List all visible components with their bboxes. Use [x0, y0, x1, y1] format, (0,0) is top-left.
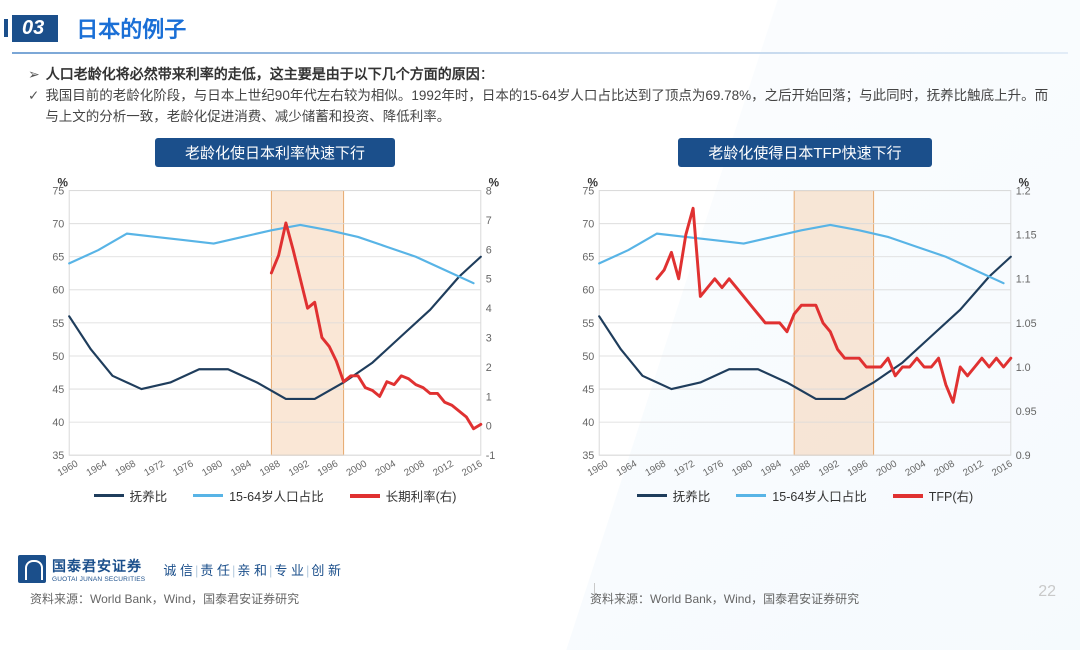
- svg-text:1: 1: [486, 391, 492, 403]
- svg-text:1980: 1980: [730, 458, 755, 479]
- source-left: 资料来源：World Bank，Wind，国泰君安证券研究: [30, 590, 299, 607]
- svg-text:1988: 1988: [788, 458, 813, 479]
- svg-text:50: 50: [52, 350, 64, 362]
- svg-text:2000: 2000: [875, 458, 900, 479]
- svg-text:50: 50: [582, 350, 594, 362]
- company-tagline: 诚 信|责 任|亲 和|专 业|创 新: [163, 560, 341, 579]
- svg-text:%: %: [1019, 176, 1030, 189]
- legend-item: 15-64岁人口占比: [736, 486, 866, 505]
- logo-icon: [18, 555, 46, 583]
- section-number-badge: 03: [12, 15, 58, 42]
- lead-bullet-colon: ：: [480, 66, 494, 82]
- footer: 国泰君安证券 GUOTAI JUNAN SECURITIES 诚 信|责 任|亲…: [18, 555, 341, 583]
- svg-text:2012: 2012: [961, 458, 985, 478]
- svg-text:2004: 2004: [373, 458, 398, 479]
- svg-text:55: 55: [52, 317, 64, 329]
- svg-text:0.9: 0.9: [1016, 450, 1031, 462]
- svg-text:1.15: 1.15: [1016, 229, 1037, 241]
- sub-bullet-text: 我国目前的老龄化阶段，与日本上世纪90年代左右较为相似。1992年时，日本的15…: [45, 86, 1052, 128]
- svg-text:1976: 1976: [701, 458, 726, 479]
- chart-left-title: 老龄化使日本利率快速下行: [155, 138, 395, 167]
- svg-text:1.1: 1.1: [1016, 273, 1031, 285]
- svg-text:1964: 1964: [85, 458, 110, 479]
- legend-item: 15-64岁人口占比: [193, 486, 323, 505]
- lead-bullet-text: 人口老龄化将必然带来利率的走低，这主要是由于以下几个方面的原因: [46, 66, 480, 82]
- svg-text:35: 35: [52, 450, 64, 462]
- svg-text:1.05: 1.05: [1016, 317, 1037, 329]
- company-name-cn: 国泰君安证券: [52, 556, 145, 576]
- svg-text:70: 70: [52, 218, 64, 230]
- bullet-block: ➢ 人口老龄化将必然带来利率的走低，这主要是由于以下几个方面的原因： 我国目前的…: [0, 54, 1080, 132]
- svg-text:2000: 2000: [345, 458, 370, 479]
- company-name-en: GUOTAI JUNAN SECURITIES: [52, 576, 145, 583]
- svg-text:1984: 1984: [759, 458, 784, 479]
- svg-text:1972: 1972: [142, 458, 166, 478]
- svg-text:40: 40: [52, 417, 64, 429]
- svg-text:5: 5: [486, 273, 492, 285]
- legend-item: 抚养比: [637, 486, 711, 505]
- svg-text:2008: 2008: [932, 458, 957, 479]
- sub-bullet: 我国目前的老龄化阶段，与日本上世纪90年代左右较为相似。1992年时，日本的15…: [28, 86, 1052, 128]
- chart-left-svg: 354045505560657075-101234567819601964196…: [30, 171, 520, 485]
- svg-text:1976: 1976: [171, 458, 196, 479]
- svg-text:70: 70: [582, 218, 594, 230]
- svg-text:45: 45: [582, 383, 594, 395]
- svg-text:2: 2: [486, 361, 492, 373]
- svg-text:1968: 1968: [114, 458, 139, 479]
- svg-text:2004: 2004: [903, 458, 928, 479]
- slide-title: 日本的例子: [76, 12, 186, 44]
- svg-text:1992: 1992: [287, 458, 311, 478]
- svg-text:%: %: [489, 176, 500, 189]
- svg-text:1972: 1972: [672, 458, 696, 478]
- svg-text:35: 35: [582, 450, 594, 462]
- svg-text:0.95: 0.95: [1016, 406, 1037, 418]
- svg-text:7: 7: [486, 214, 492, 226]
- chart-right-legend: 抚养比 15-64岁人口占比 TFP(右): [637, 486, 973, 505]
- svg-text:2012: 2012: [431, 458, 455, 478]
- svg-text:2008: 2008: [402, 458, 427, 479]
- svg-text:6: 6: [486, 244, 492, 256]
- legend-item: TFP(右): [893, 486, 973, 505]
- svg-text:60: 60: [582, 284, 594, 296]
- svg-text:1992: 1992: [817, 458, 841, 478]
- svg-text:1980: 1980: [200, 458, 225, 479]
- svg-text:1968: 1968: [644, 458, 669, 479]
- chart-right-container: 老龄化使得日本TFP快速下行 3540455055606570750.90.95…: [560, 138, 1050, 506]
- svg-text:1988: 1988: [258, 458, 283, 479]
- svg-text:1996: 1996: [846, 458, 871, 479]
- slide-header: 03 日本的例子: [0, 0, 1080, 50]
- chart-left-container: 老龄化使日本利率快速下行 354045505560657075-10123456…: [30, 138, 520, 506]
- svg-text:%: %: [587, 176, 598, 189]
- chart-left-legend: 抚养比 15-64岁人口占比 长期利率(右): [94, 486, 457, 505]
- svg-text:4: 4: [486, 303, 492, 315]
- legend-item: 抚养比: [94, 486, 168, 505]
- svg-text:40: 40: [582, 417, 594, 429]
- page-number: 22: [1038, 583, 1056, 601]
- check-icon: [28, 86, 39, 128]
- svg-text:1996: 1996: [316, 458, 341, 479]
- svg-text:0: 0: [486, 420, 492, 432]
- company-logo: 国泰君安证券 GUOTAI JUNAN SECURITIES: [18, 555, 145, 583]
- source-right: 资料来源：World Bank，Wind，国泰君安证券研究: [590, 590, 859, 607]
- svg-text:65: 65: [52, 251, 64, 263]
- svg-text:65: 65: [582, 251, 594, 263]
- svg-text:3: 3: [486, 332, 492, 344]
- svg-text:-1: -1: [486, 450, 496, 462]
- svg-text:%: %: [57, 176, 68, 189]
- svg-text:55: 55: [582, 317, 594, 329]
- legend-item: 长期利率(右): [350, 486, 457, 505]
- chart-right-svg: 3540455055606570750.90.951.01.051.11.151…: [560, 171, 1050, 485]
- svg-text:45: 45: [52, 383, 64, 395]
- svg-text:2016: 2016: [460, 458, 485, 479]
- svg-text:1.0: 1.0: [1016, 361, 1031, 373]
- svg-text:2016: 2016: [990, 458, 1015, 479]
- svg-text:1964: 1964: [615, 458, 640, 479]
- svg-text:1984: 1984: [229, 458, 254, 479]
- lead-bullet: ➢ 人口老龄化将必然带来利率的走低，这主要是由于以下几个方面的原因：: [28, 64, 1052, 86]
- svg-text:60: 60: [52, 284, 64, 296]
- chart-right-title: 老龄化使得日本TFP快速下行: [678, 138, 931, 167]
- lead-bullet-marker: ➢: [28, 64, 40, 86]
